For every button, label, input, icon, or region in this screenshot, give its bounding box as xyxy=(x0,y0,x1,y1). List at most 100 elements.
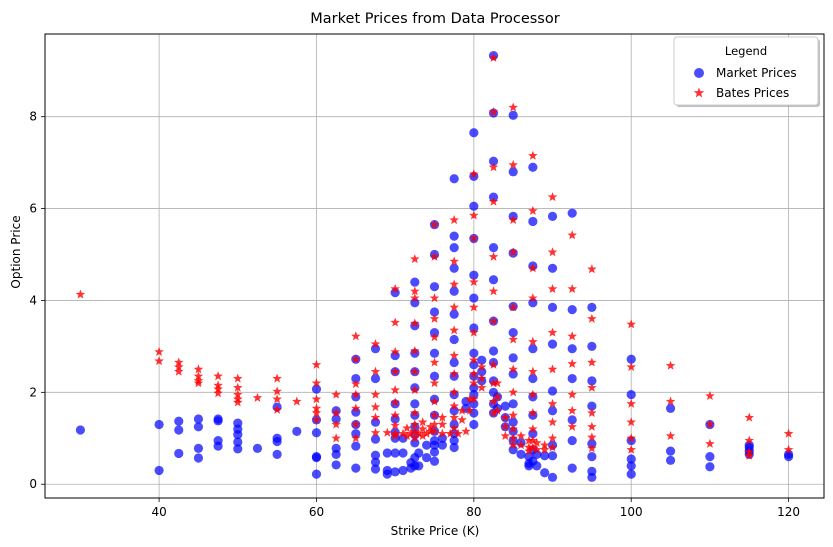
bates-price-point xyxy=(508,424,518,434)
bates-price-point xyxy=(587,264,597,274)
bates-price-point xyxy=(626,362,636,372)
bates-price-point xyxy=(626,398,636,408)
market-price-point xyxy=(626,354,636,364)
bates-price-point xyxy=(705,391,715,401)
market-price-point xyxy=(567,344,577,354)
market-price-point xyxy=(193,414,204,424)
market-price-point xyxy=(414,461,424,471)
bates-price-point xyxy=(626,417,636,427)
market-price-point xyxy=(488,275,499,285)
market-price-point xyxy=(370,450,381,460)
market-price-point xyxy=(213,416,223,426)
bates-price-point xyxy=(410,426,420,436)
bates-price-point xyxy=(488,359,499,369)
bates-price-point xyxy=(528,263,538,273)
bates-price-point xyxy=(547,327,558,337)
bates-price-point xyxy=(449,350,459,360)
bates-price-point xyxy=(402,430,412,441)
bates-price-point xyxy=(528,389,538,399)
x-tick-label: 40 xyxy=(151,505,166,519)
bates-price-point xyxy=(193,364,204,374)
bates-price-point xyxy=(469,169,479,179)
market-price-point xyxy=(547,406,558,416)
bates-price-point xyxy=(429,378,440,388)
bates-price-point xyxy=(488,378,499,388)
bates-price-point xyxy=(370,366,381,376)
bates-price-point xyxy=(547,398,558,408)
market-price-point xyxy=(500,401,510,411)
market-price-point xyxy=(414,448,424,458)
series-bates-prices xyxy=(75,52,794,460)
bates-price-point xyxy=(406,428,416,438)
market-price-point xyxy=(311,469,322,479)
market-price-point xyxy=(233,430,243,440)
bates-price-point xyxy=(390,283,400,294)
market-price-point xyxy=(449,243,459,253)
bates-price-point xyxy=(528,205,538,215)
bates-price-point xyxy=(370,412,381,422)
market-price-point xyxy=(508,328,518,338)
bates-price-point xyxy=(75,289,86,299)
bates-price-point xyxy=(469,277,479,287)
market-price-point xyxy=(292,426,302,436)
market-price-point xyxy=(233,444,243,454)
bates-price-point xyxy=(449,279,459,289)
market-price-point xyxy=(626,461,636,471)
market-price-point xyxy=(665,446,676,456)
market-price-point xyxy=(213,441,223,451)
bates-price-point xyxy=(292,396,302,406)
market-price-point xyxy=(410,399,420,409)
x-tick-label: 120 xyxy=(777,505,800,519)
bates-price-point xyxy=(417,424,428,434)
bates-price-point xyxy=(488,286,499,296)
x-axis-label: Strike Price (K) xyxy=(391,524,480,538)
data-points xyxy=(75,50,794,482)
bates-price-point xyxy=(370,339,381,349)
bates-price-point xyxy=(174,366,184,376)
market-price-point xyxy=(449,442,459,453)
bates-price-point xyxy=(488,196,499,206)
market-price-point xyxy=(449,286,459,296)
market-price-point xyxy=(429,307,440,317)
market-price-point xyxy=(193,453,204,463)
market-price-point xyxy=(398,465,408,476)
bates-price-point xyxy=(449,256,459,266)
bates-price-point xyxy=(469,302,479,312)
bates-price-point xyxy=(532,437,542,447)
bates-price-point xyxy=(461,426,471,436)
bates-price-point xyxy=(429,426,440,436)
bates-price-point xyxy=(524,446,534,456)
bates-price-point xyxy=(476,373,487,383)
bates-price-point xyxy=(449,401,459,411)
bates-price-point xyxy=(705,419,715,429)
bates-price-point xyxy=(331,389,341,399)
market-price-point xyxy=(382,469,392,479)
bates-price-point xyxy=(311,408,322,418)
market-price-point xyxy=(547,339,558,349)
market-price-point xyxy=(429,440,440,450)
bates-price-point xyxy=(174,362,184,372)
bates-price-point xyxy=(390,385,400,395)
market-price-point xyxy=(469,201,479,211)
bates-price-point xyxy=(193,371,204,381)
market-price-point xyxy=(429,371,440,381)
x-axis-ticks: 40 60 80 100 120 xyxy=(151,498,800,519)
market-price-point xyxy=(429,348,440,358)
market-price-point xyxy=(154,465,164,476)
market-price-point xyxy=(331,414,341,424)
market-price-point xyxy=(547,451,558,461)
x-tick-label: 100 xyxy=(620,505,643,519)
bates-price-point xyxy=(567,331,577,341)
bates-price-point xyxy=(417,430,428,441)
bates-price-point xyxy=(429,251,440,261)
bates-price-point xyxy=(351,403,361,413)
bates-price-point xyxy=(445,428,455,438)
bates-price-point xyxy=(488,396,499,406)
bates-price-point xyxy=(626,319,636,329)
bates-price-point xyxy=(154,346,164,356)
bates-price-point xyxy=(488,107,499,117)
market-price-point xyxy=(567,415,577,425)
market-price-point xyxy=(449,357,459,368)
market-price-point xyxy=(783,452,794,462)
market-price-point xyxy=(331,449,341,459)
